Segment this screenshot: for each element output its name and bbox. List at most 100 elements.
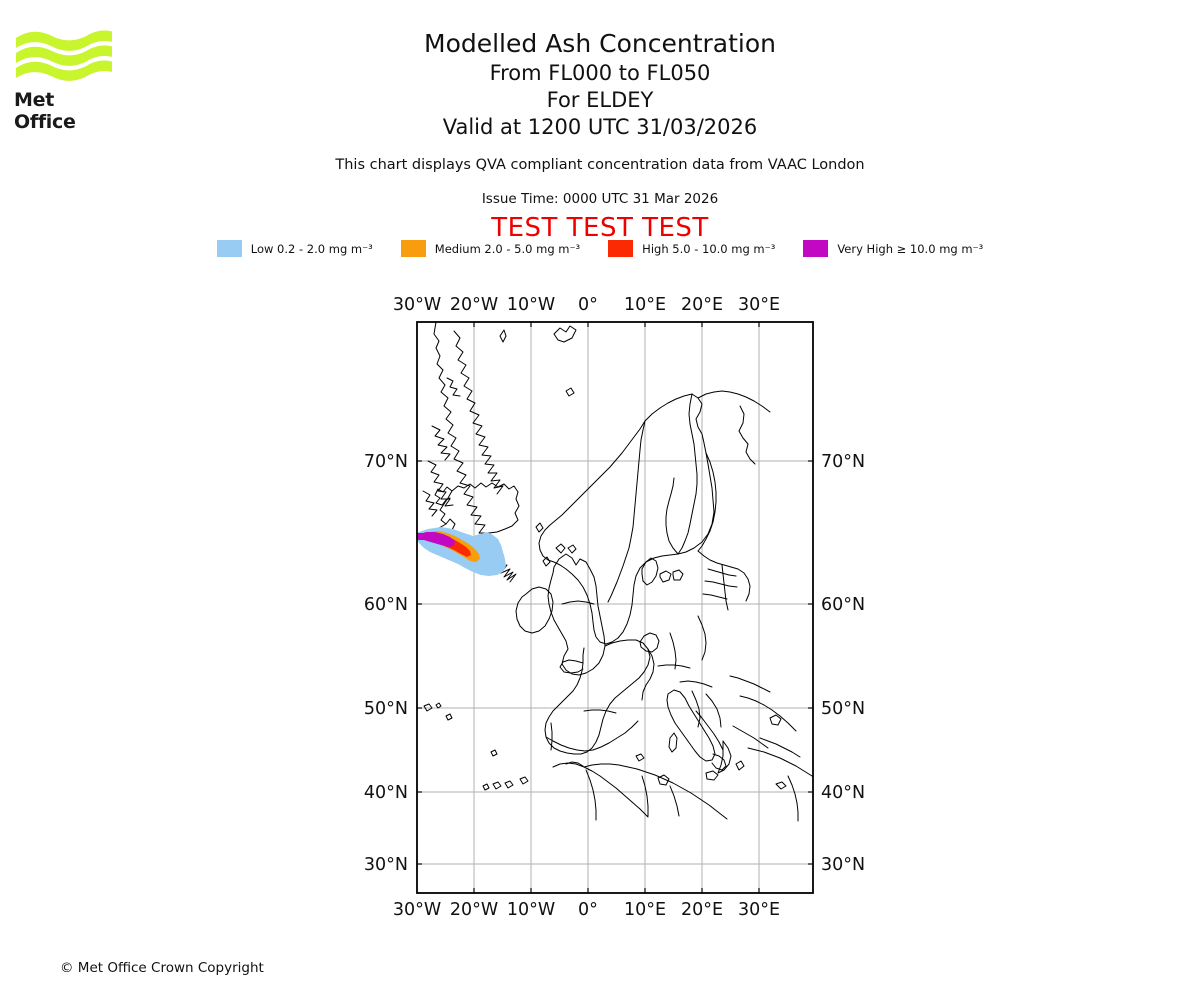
legend-item-very-high: Very High ≥ 10.0 mg m⁻³ — [803, 240, 983, 257]
coastline-tunisia-cape — [657, 774, 670, 786]
lon-label-top-0: 30°W — [393, 295, 441, 315]
lon-label-top-4: 10°E — [624, 295, 666, 315]
border-france-germany-east — [641, 648, 655, 701]
coastline-azores-2 — [435, 702, 442, 709]
lat-label-right-4: 30°N — [821, 855, 865, 875]
coastline-cyprus — [775, 781, 787, 790]
coastline-netherlands — [639, 632, 660, 653]
border-finland-russia — [697, 452, 717, 552]
issue-time: Issue Time: 0000 UTC 31 Mar 2026 — [481, 191, 719, 207]
lat-label-left-3: 40°N — [364, 783, 408, 803]
border-germany-poland — [669, 632, 677, 670]
lat-label-left-0: 70°N — [364, 452, 408, 472]
lat-label-right-2: 50°N — [821, 699, 865, 719]
coastline-madeira — [490, 749, 498, 757]
coastline-hebrides — [542, 556, 551, 567]
coastline-sicily — [705, 770, 719, 781]
lon-axis-top: 30°W 20°W 10°W 0° 10°E 20°E 30°E — [393, 295, 780, 315]
coastline-jan-mayen — [499, 329, 507, 343]
legend-label-very-high: Very High ≥ 10.0 mg m⁻³ — [837, 241, 984, 256]
coastline-svalbard — [553, 325, 577, 343]
coastline-crimea — [769, 714, 782, 726]
border-france-spain — [583, 709, 617, 714]
met-office-wave-mark — [16, 30, 112, 81]
coastline-levant — [787, 775, 799, 822]
legend-swatch-low — [216, 240, 242, 257]
map-background — [417, 322, 813, 893]
coastline-balkan-east — [732, 725, 769, 749]
legend-item-medium: Medium 2.0 - 5.0 mg m⁻³ — [400, 240, 581, 257]
coastline-greece-islands — [735, 760, 745, 771]
lat-label-right-3: 40°N — [821, 783, 865, 803]
border-ukraine — [729, 675, 771, 693]
coastline-balearics — [635, 753, 645, 762]
legend-item-low: Low 0.2 - 2.0 mg m⁻³ — [216, 240, 373, 257]
coastline-iberia-south — [545, 720, 639, 752]
lon-label-bottom-3: 0° — [578, 900, 598, 920]
lon-label-top-5: 20°E — [681, 295, 723, 315]
ash-plume-very-high — [418, 532, 455, 547]
lat-label-left-2: 50°N — [364, 699, 408, 719]
border-algeria-libya — [669, 785, 680, 817]
border-algeria-tunisia — [641, 775, 649, 817]
coastline-canaries-3 — [504, 780, 514, 789]
lat-label-right-0: 70°N — [821, 452, 865, 472]
coastline-zealand — [672, 569, 684, 581]
legend-label-high: High 5.0 - 10.0 mg m⁻³ — [642, 241, 776, 256]
qva-note: This chart displays QVA compliant concen… — [335, 157, 865, 173]
coastline-scotland-islands — [555, 543, 566, 554]
lon-label-bottom-4: 10°E — [624, 900, 666, 920]
border-portugal — [550, 722, 553, 751]
border-poland-east — [697, 615, 707, 661]
lon-axis-bottom: 30°W 20°W 10°W 0° 10°E 20°E 30°E — [393, 900, 780, 920]
coastline-denmark — [641, 557, 659, 586]
border-norway-sweden — [607, 420, 646, 603]
border-lithuania-poland — [702, 593, 728, 600]
coastline-white-sea — [738, 405, 756, 465]
lon-label-bottom-5: 20°E — [681, 900, 723, 920]
coastline-ireland — [515, 586, 554, 634]
coastline-black-sea — [739, 695, 797, 732]
coastline-turkey — [747, 747, 813, 777]
lon-label-bottom-1: 20°W — [450, 900, 498, 920]
coastline-italy-boot — [711, 753, 727, 771]
ash-concentration-map: 30°W 20°W 10°W 0° 10°E 20°E 30°E 30°W 20… — [340, 286, 880, 926]
coastline-greenland-fjords — [446, 377, 461, 397]
border-balkans-2 — [705, 693, 722, 728]
title-line-2: From FL000 to FL050 — [489, 61, 711, 85]
lon-label-top-6: 30°E — [738, 295, 780, 315]
coastline-iceland-westfjords — [434, 486, 453, 506]
border-austria-hungary — [679, 680, 713, 688]
lat-axis-right: 70°N 60°N 50°N 40°N 30°N — [821, 452, 865, 875]
legend-item-high: High 5.0 - 10.0 mg m⁻³ — [608, 240, 775, 257]
coastline-kola — [697, 390, 771, 413]
test-banner: TEST TEST TEST — [491, 213, 709, 243]
lon-label-bottom-0: 30°W — [393, 900, 441, 920]
coastline-greenland-peninsula — [431, 425, 451, 461]
title-line-1: Modelled Ash Concentration — [424, 29, 776, 58]
coastline-baltic — [697, 550, 751, 602]
border-germany-czech — [657, 664, 691, 669]
border-balkans-1 — [691, 690, 701, 728]
lon-label-top-3: 0° — [578, 295, 598, 315]
coastline-faroe — [535, 522, 544, 533]
met-office-logo-text: Met Office — [14, 89, 76, 133]
lat-label-left-4: 30°N — [364, 855, 408, 875]
legend-label-medium: Medium 2.0 - 5.0 mg m⁻³ — [434, 241, 581, 256]
coastline-azores-3 — [445, 713, 453, 721]
coastline-iceland — [439, 482, 520, 539]
coastline-bear-island — [565, 387, 575, 397]
coastline-brittany — [559, 659, 584, 674]
coastline-northafrica — [583, 763, 728, 820]
border-baltics — [721, 564, 729, 611]
title-line-3: For ELDEY — [546, 88, 654, 112]
coastline-greenland-south — [427, 460, 454, 507]
coastline-canaries-4 — [519, 776, 529, 785]
legend-label-low: Low 0.2 - 2.0 mg m⁻³ — [250, 241, 373, 256]
coastline-adriatic — [695, 710, 724, 751]
lat-label-left-1: 60°N — [364, 595, 408, 615]
coastline-greenland-inner — [453, 330, 504, 495]
lon-label-top-1: 20°W — [450, 295, 498, 315]
map-frame — [416, 321, 814, 894]
concentration-legend: Low 0.2 - 2.0 mg m⁻³ Medium 2.0 - 5.0 mg… — [0, 240, 1200, 257]
